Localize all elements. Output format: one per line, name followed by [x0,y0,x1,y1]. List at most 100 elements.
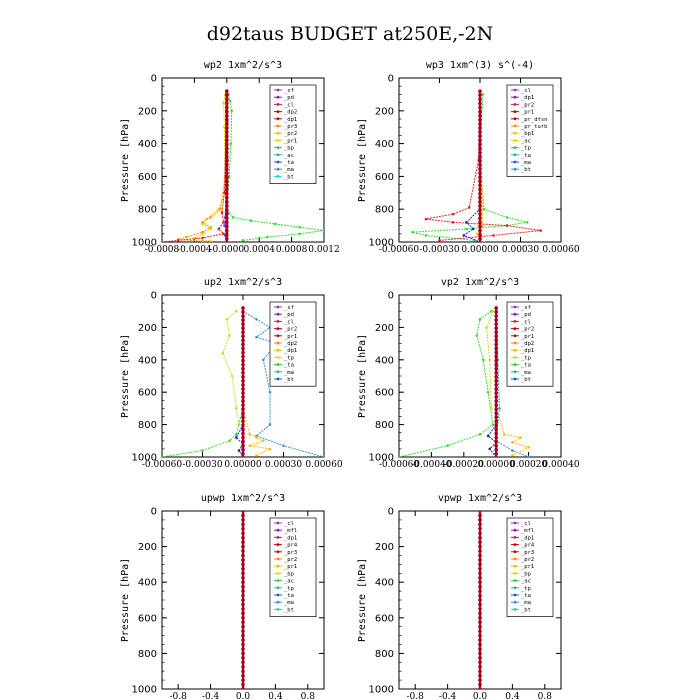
y-tick-label: 600 [138,613,157,624]
series-marker [241,642,245,647]
series-marker [225,236,229,241]
series-marker [248,433,252,436]
series-marker [478,433,482,436]
legend-marker [276,356,280,359]
legend-marker [276,608,280,611]
legend-entry: _bt [284,377,294,383]
series-marker [478,638,482,642]
panel-1: wp2 1xm^2/s^3 Pressure [hPa] 0 200 400 600 800… [120,60,340,255]
series-marker [241,687,245,689]
legend-marker [276,377,280,381]
series-marker [241,673,245,678]
legend-entry: _pr2 [284,557,297,563]
legend-entry: _ma [284,167,294,173]
series-marker [248,444,252,447]
legend-entry: _ta [521,153,531,159]
series-line [495,408,530,456]
series-marker [438,239,441,242]
series-marker [482,207,486,211]
series-marker [201,221,204,224]
series-marker [478,118,482,122]
legend: _cl_mfl_dp1_pr4_pr3_pr2_pr1_bp_ac_tp_ta_… [506,517,554,617]
series-marker [241,346,245,351]
series-marker [237,449,241,452]
series-marker [478,513,482,518]
series-line [192,94,226,242]
series-marker [185,235,188,239]
panel-title: vp2 1xm^2/s^3 [441,277,519,288]
x-tick-label: -0.0000 [210,245,245,255]
series-marker [478,191,482,196]
legend-entry: _ac [284,579,294,585]
legend-entry: _bp [284,571,294,577]
series-marker [478,154,482,159]
series-marker [225,183,229,188]
series-marker [241,647,245,651]
series-marker [467,206,471,209]
x-tick-label: 0.00000 [478,460,515,470]
x-tick-label: -0.00020 [444,460,485,470]
legend-entry: _pr3 [284,550,297,556]
series-marker [241,589,245,593]
legend-entry: _tp [284,355,294,361]
series-marker [225,93,229,98]
series-marker [478,167,482,171]
y-tick-label: 0 [388,291,394,302]
series-cl [478,511,482,689]
legend-entry: _pr2 [521,327,534,333]
y-axis-label: Pressure [hPa] [357,558,368,642]
x-tick-label: -0.00060 [142,460,183,470]
legend-entry: _cl [521,521,531,527]
series-line [226,94,324,241]
series-marker [225,134,229,139]
series-marker [241,553,245,558]
legend-marker [276,175,280,178]
series-marker [225,191,229,196]
panel-3: up2 1xm^2/s^3 Pressure [hPa] 0 200 400 600 800… [120,277,343,470]
series-marker [241,451,245,456]
series-marker [241,387,245,391]
series-marker [494,411,499,416]
legend-entry: _pr3 [284,124,297,130]
legend-entry: _pr_turb [521,124,548,130]
legend-box [269,84,317,184]
series-marker [268,390,272,394]
legend-marker [513,110,517,113]
panel-5: upwp 1xm^2/s^3 Pressure [hPa] 0 200 400 600 80… [120,493,325,700]
legend-marker [276,312,280,316]
series-marker [261,439,265,443]
x-tick-label: 0.00030 [502,245,539,255]
series-marker [478,163,482,167]
series-marker [478,656,482,660]
legend-marker [513,593,517,597]
series-marker [241,366,245,371]
y-tick-label: 1000 [132,685,157,696]
series-marker [241,575,245,580]
legend-marker [276,160,280,164]
series-marker [478,138,482,143]
series-marker [478,101,482,106]
series-marker [478,228,482,233]
series-marker [511,441,514,444]
series-marker [241,549,245,553]
series-marker [478,673,482,678]
series-marker [478,220,482,225]
series-marker [494,375,499,379]
y-tick-label: 1000 [132,238,157,249]
series-line [235,424,244,457]
series-marker [475,334,479,337]
series-marker [228,439,231,443]
series-marker [162,455,164,457]
x-tick-label: 0.4 [505,692,520,700]
series-marker [462,234,466,237]
series-marker [491,423,495,426]
legend-marker [276,334,280,338]
series-marker [241,602,245,607]
legend-entry: _dp1 [521,535,534,541]
series-marker [482,240,486,242]
series-marker [225,159,229,163]
legend-entry: _dp2 [521,341,534,347]
series-marker [225,200,229,204]
series-marker [241,522,245,527]
series-marker [478,187,482,192]
